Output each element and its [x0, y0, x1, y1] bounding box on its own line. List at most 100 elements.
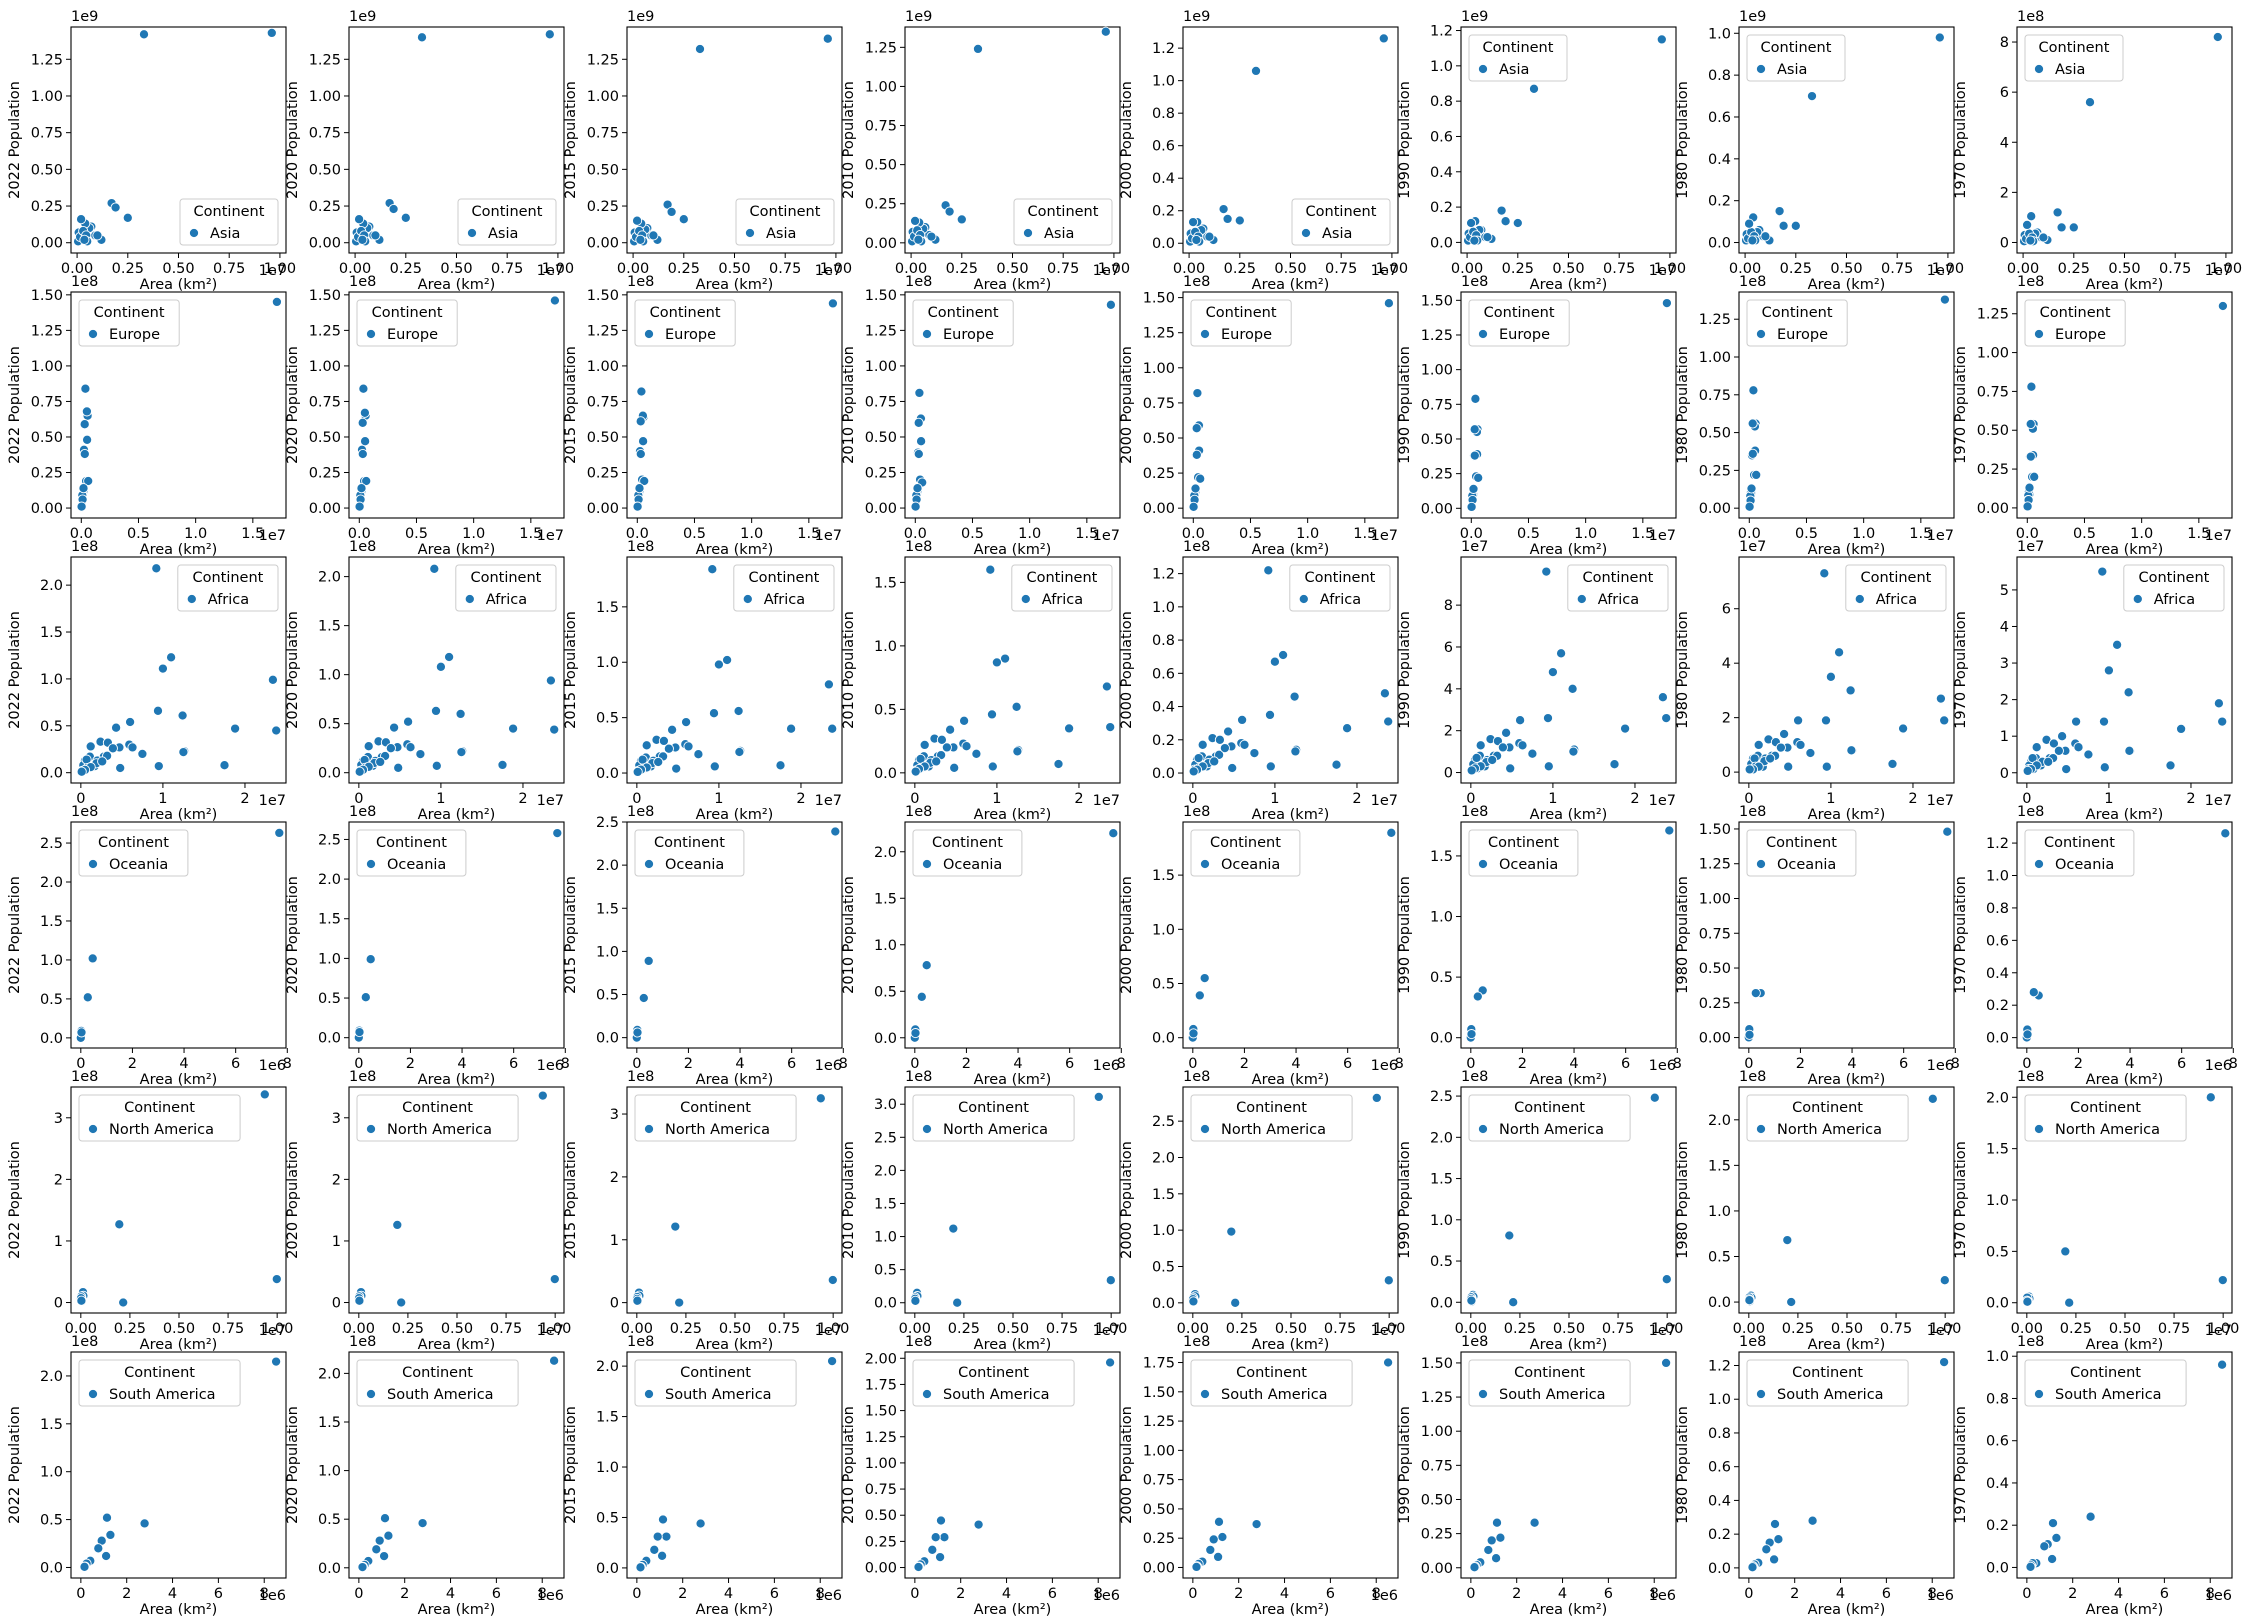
legend-box — [356, 1094, 519, 1142]
y-tick-label: 1.5 — [40, 1417, 63, 1433]
x-tick-label: 0.00 — [1729, 261, 1761, 277]
y-tick-label: 0.5 — [1152, 1259, 1175, 1275]
y-tick-label: 0.75 — [1421, 397, 1453, 413]
data-point — [921, 960, 932, 971]
legend-label: South America — [943, 1387, 1050, 1403]
data-point — [1264, 709, 1276, 720]
y-offset-label: 1e8 — [71, 1069, 98, 1085]
legend: Continent South America — [1190, 1359, 1353, 1407]
legend-label: Asia — [210, 226, 240, 242]
y-tick-label: 0.4 — [1152, 171, 1175, 187]
data-point — [1751, 469, 1762, 480]
data-point — [1556, 648, 1567, 659]
x-tick-label: 8 — [538, 1586, 547, 1602]
y-tick-label: 1.0 — [40, 1465, 63, 1481]
data-point — [1101, 681, 1112, 692]
x-tick-label: 8 — [1117, 1056, 1126, 1072]
y-tick-label: 0.00 — [1977, 501, 2009, 517]
data-point — [1378, 33, 1389, 44]
y-tick-label: 2 — [54, 1172, 63, 1188]
x-tick-label: 4 — [457, 1056, 466, 1072]
legend-title: Continent — [1210, 835, 1281, 851]
y-tick-label: 0.25 — [1421, 467, 1453, 483]
x-axis-label: Area (km²) — [974, 1072, 1052, 1088]
y-tick-label: 4 — [1722, 656, 1731, 672]
y-offset-label: 1e8 — [2017, 274, 2044, 290]
data-point — [1290, 746, 1301, 757]
y-offset-label: 1e8 — [349, 1334, 376, 1350]
x-tick-label: 0.00 — [621, 1321, 653, 1337]
data-point — [1379, 688, 1390, 699]
axes-frame — [904, 1351, 1121, 1579]
x-tick-label: 1.5 — [797, 526, 820, 542]
legend-title: Continent — [192, 570, 263, 586]
y-tick-label: 0.6 — [1986, 1434, 2009, 1450]
y-tick-label: 1.00 — [309, 359, 341, 375]
data-point — [910, 1028, 921, 1039]
legend-label: Oceania — [665, 857, 724, 873]
y-tick-label: 0.00 — [1143, 1560, 1175, 1576]
legend-label: Oceania — [943, 857, 1002, 873]
x-tick-label: 0 — [1466, 1056, 1475, 1072]
data-point — [635, 234, 646, 245]
y-tick-label: 2.0 — [596, 858, 619, 874]
y-tick-label: 0.0 — [1986, 1560, 2009, 1576]
axes-frame — [1182, 821, 1399, 1049]
y-tick-label: 0.5 — [596, 1510, 619, 1526]
x-tick-label: 6 — [1899, 1056, 1908, 1072]
y-tick-label: 0.2 — [1708, 1527, 1731, 1543]
y-axis-label: 2000 Population — [1119, 346, 1135, 464]
x-axis-label: Area (km²) — [1252, 542, 1330, 558]
x-tick-label: 1 — [714, 791, 723, 807]
y-tick-label: 1.25 — [309, 52, 341, 68]
x-tick-label: 0.75 — [212, 1321, 244, 1337]
y-axis-label: 1970 Population — [1953, 81, 1969, 199]
y-tick-label: 2.5 — [40, 836, 63, 852]
legend-title: Continent — [1514, 1100, 1585, 1116]
legend-label: Oceania — [1777, 857, 1836, 873]
data-point — [823, 679, 834, 690]
data-point — [1501, 727, 1512, 738]
data-point — [666, 206, 677, 217]
data-point — [1208, 1534, 1219, 1545]
x-tick-label: 1 — [1270, 791, 1279, 807]
data-point — [1100, 26, 1111, 37]
y-tick-label: 0.4 — [1430, 165, 1453, 181]
legend-label: Asia — [1322, 226, 1352, 242]
data-point — [403, 716, 414, 727]
y-offset-label: 1e8 — [1183, 274, 1210, 290]
x-offset-label: 1e7 — [1649, 263, 1676, 279]
data-point — [971, 748, 982, 759]
data-point — [76, 766, 87, 777]
legend: Continent Oceania — [1746, 829, 1857, 877]
data-point — [508, 723, 519, 734]
data-point — [2060, 1246, 2071, 1257]
data-point — [138, 29, 150, 40]
x-offset-label: 1e7 — [1927, 528, 1954, 544]
x-offset-label: 1e6 — [1093, 1588, 1120, 1604]
axes-frame — [2016, 291, 2233, 519]
x-tick-label: 0.25 — [1504, 1321, 1536, 1337]
data-point — [643, 955, 654, 966]
data-point — [1483, 1544, 1494, 1556]
x-tick-label: 0.00 — [1451, 261, 1483, 277]
x-tick-label: 0.00 — [2011, 1321, 2043, 1337]
y-tick-label: 0.00 — [865, 501, 897, 517]
legend-box — [1468, 1359, 1631, 1407]
data-point — [383, 1530, 394, 1541]
data-point — [1472, 991, 1483, 1002]
data-point — [1609, 759, 1620, 770]
legend-marker — [1020, 593, 1031, 605]
data-point — [671, 763, 682, 774]
x-axis-label: Area (km²) — [696, 1337, 774, 1353]
legend-label: Asia — [1777, 62, 1807, 78]
legend: Continent South America — [78, 1359, 241, 1407]
y-tick-label: 1.25 — [865, 323, 897, 339]
data-point — [2212, 31, 2223, 43]
